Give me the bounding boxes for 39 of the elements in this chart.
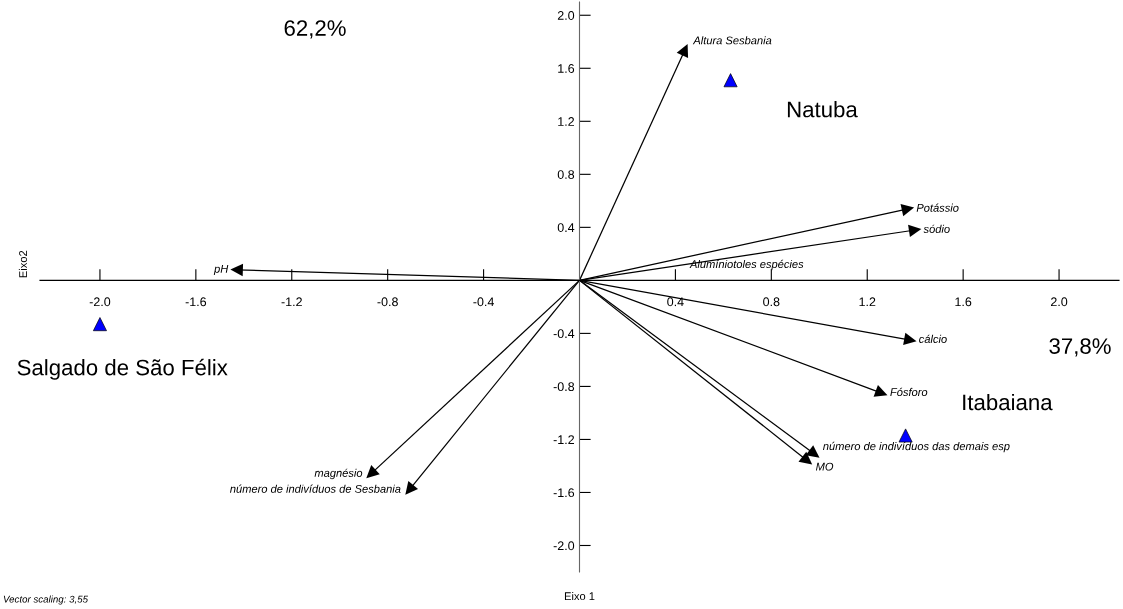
series-label: sódio — [923, 224, 950, 233]
y-tick-label: -1.6 — [553, 488, 575, 498]
y-axis-title: Eixo2 — [18, 250, 28, 278]
x-tick-label: -0.8 — [377, 297, 398, 307]
y-tick-label: 0.4 — [557, 223, 575, 232]
x-tick-label: -1.2 — [281, 297, 302, 307]
series-label: magnésio — [314, 468, 363, 480]
series-label: número de indivíduos das demais esp — [823, 441, 1010, 453]
annotation: 62,2% — [284, 20, 346, 39]
series-label: cálcio — [919, 334, 947, 344]
series-label: Salgado de São Félix — [17, 358, 228, 380]
x-tick-label: -1.6 — [185, 297, 207, 307]
series-label: pH — [213, 265, 229, 275]
y-tick-label: -0.4 — [553, 329, 575, 339]
y-tick-label: -1.2 — [553, 435, 575, 444]
x-tick-label: -2.0 — [89, 297, 111, 307]
text: Itabaiana — [963, 393, 1053, 411]
y-tick-label: -2.0 — [553, 541, 575, 551]
annotation: 37,8% — [1049, 338, 1111, 357]
y-tick-label: 1.6 — [558, 64, 575, 73]
x-tick-label: 0.4 — [667, 297, 684, 307]
series-label: número de indivíduos de Sesbania — [230, 484, 401, 493]
x-tick-label: -0.4 — [473, 297, 494, 307]
text: Vector scaling: 3,55 — [3, 595, 89, 605]
y-tick-label: 0.8 — [557, 170, 575, 179]
x-axis-title: Eixo 1 — [564, 591, 595, 601]
x-tick-label: 0.8 — [763, 297, 780, 307]
series-label: MO — [815, 462, 834, 471]
x-tick-label: 2.0 — [1051, 297, 1068, 307]
series-label: Potássio — [916, 203, 959, 212]
x-tick-label: 1.2 — [859, 297, 876, 307]
x-tick-label: 1.6 — [955, 297, 972, 307]
series-label: Fósforo — [890, 387, 928, 397]
text: Natuba — [787, 101, 858, 118]
series-label: Altura Sesbania — [692, 36, 772, 45]
annotation: Alumíniotoles espécies — [689, 259, 804, 271]
y-tick-label: -0.8 — [553, 382, 575, 392]
y-tick-label: 2.0 — [557, 11, 575, 20]
y-tick-label: 1.2 — [558, 117, 575, 126]
